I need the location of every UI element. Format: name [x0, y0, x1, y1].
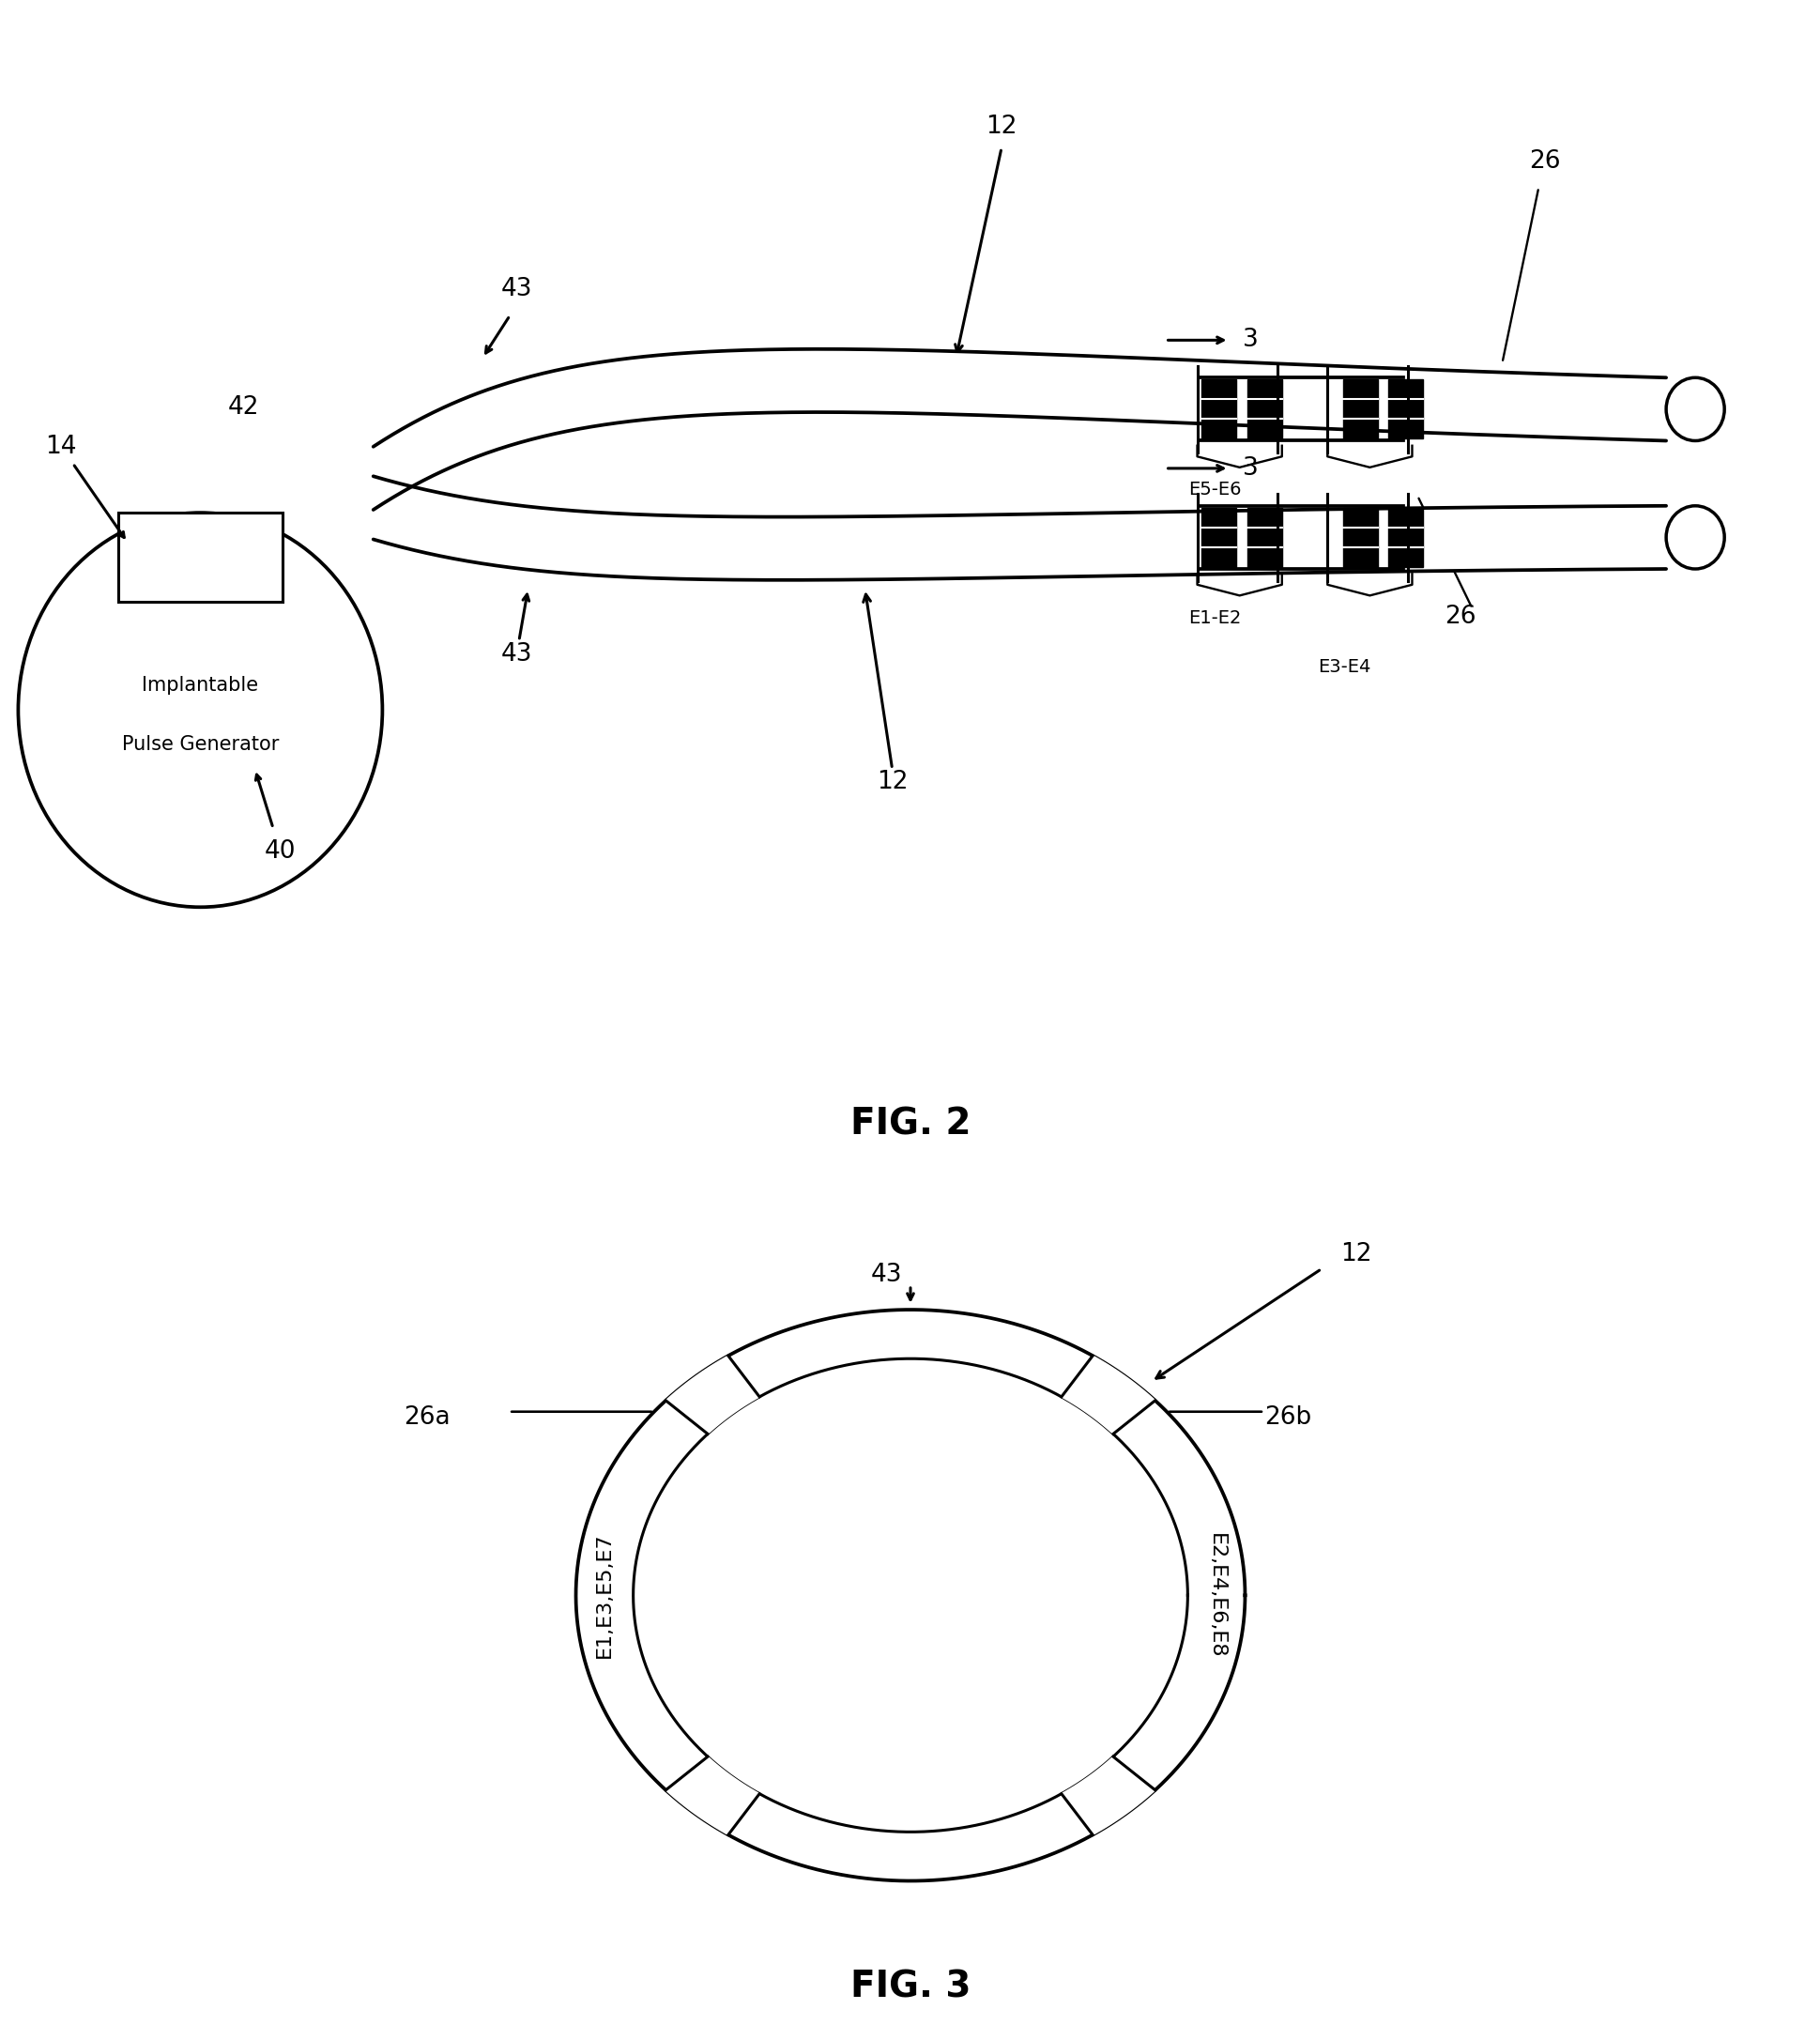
- Text: FIG. 3: FIG. 3: [850, 1969, 970, 2005]
- Polygon shape: [575, 1310, 1245, 1881]
- Polygon shape: [1201, 508, 1236, 567]
- Polygon shape: [1343, 508, 1378, 567]
- Text: Pulse Generator: Pulse Generator: [122, 734, 278, 755]
- Text: 43: 43: [870, 1263, 903, 1287]
- Text: FIG. 2: FIG. 2: [850, 1106, 970, 1142]
- Polygon shape: [1389, 508, 1423, 567]
- Text: 26: 26: [1445, 604, 1476, 628]
- Polygon shape: [1061, 1756, 1154, 1834]
- Polygon shape: [1247, 379, 1281, 439]
- Text: 12: 12: [1340, 1242, 1372, 1267]
- Polygon shape: [1201, 379, 1236, 439]
- Polygon shape: [1343, 379, 1378, 439]
- Text: Implantable: Implantable: [142, 675, 258, 696]
- Text: E1-E2: E1-E2: [1187, 610, 1241, 626]
- Text: 43: 43: [501, 643, 531, 667]
- Text: 14: 14: [46, 435, 76, 459]
- Text: 12: 12: [985, 114, 1017, 139]
- Text: 40: 40: [264, 838, 295, 863]
- Text: 26a: 26a: [404, 1406, 450, 1430]
- Text: 42: 42: [228, 396, 258, 420]
- Polygon shape: [1389, 379, 1423, 439]
- Polygon shape: [666, 1756, 759, 1834]
- Text: 3: 3: [1241, 328, 1258, 353]
- Text: E2,E4,E6,E8: E2,E4,E6,E8: [1207, 1532, 1225, 1659]
- Text: 43: 43: [501, 277, 531, 302]
- Circle shape: [1665, 377, 1724, 441]
- Text: E5-E6: E5-E6: [1187, 481, 1241, 498]
- Polygon shape: [1247, 508, 1281, 567]
- Text: 26b: 26b: [1263, 1406, 1310, 1430]
- Text: 26: 26: [1529, 149, 1560, 173]
- Polygon shape: [666, 1357, 759, 1434]
- Text: E7-E8: E7-E8: [1381, 524, 1434, 543]
- Text: 12: 12: [875, 769, 908, 794]
- Text: E1,E3,E5,E7: E1,E3,E5,E7: [595, 1532, 613, 1659]
- Text: 3: 3: [1241, 457, 1258, 481]
- Text: E3-E4: E3-E4: [1318, 659, 1370, 675]
- Circle shape: [1665, 506, 1724, 569]
- FancyBboxPatch shape: [118, 512, 282, 602]
- Polygon shape: [1061, 1357, 1154, 1434]
